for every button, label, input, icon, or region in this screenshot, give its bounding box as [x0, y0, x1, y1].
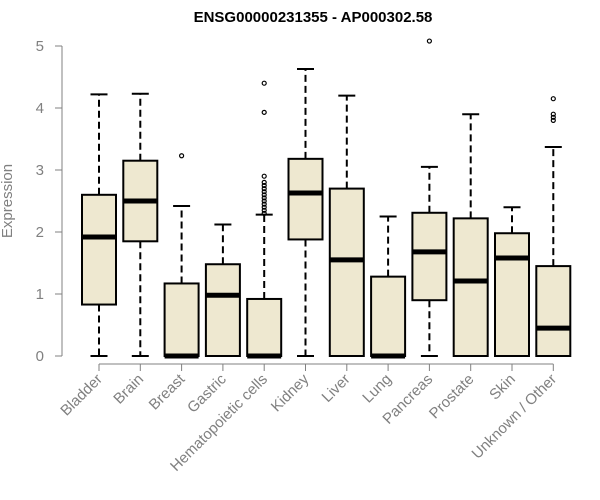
outlier-point — [550, 96, 556, 102]
outlier-point — [550, 111, 556, 117]
outlier-point — [261, 198, 267, 204]
box-iqr — [370, 275, 407, 358]
box-hematopoietic-cells — [246, 80, 283, 359]
outlier-point — [261, 189, 267, 195]
outlier-point — [261, 210, 267, 216]
y-axis: 0 1 2 3 4 5 — [36, 38, 63, 365]
outlier-point — [261, 207, 267, 213]
box-iqr — [411, 211, 448, 302]
y-tick-label: 4 — [36, 100, 44, 117]
outlier-point — [261, 109, 267, 115]
x-tick-label: Brain — [110, 371, 147, 408]
outlier-point — [261, 80, 267, 86]
y-tick-label: 2 — [36, 224, 44, 241]
x-tick-label: Bladder — [57, 371, 106, 420]
y-tick-label: 0 — [36, 348, 44, 365]
outlier-point — [261, 173, 267, 179]
box-iqr — [163, 282, 200, 357]
outlier-point — [550, 114, 556, 120]
box-pancreas — [411, 38, 448, 357]
x-tick-label: Skin — [486, 371, 519, 404]
box-iqr — [246, 297, 283, 357]
x-tick-label: Lung — [359, 371, 395, 407]
y-axis-label: Expression — [0, 164, 16, 238]
boxes-group — [81, 38, 572, 359]
box-prostate — [452, 113, 489, 357]
box-iqr — [81, 193, 117, 306]
outlier-point — [426, 38, 432, 44]
box-iqr — [535, 265, 572, 358]
outlier-point — [550, 117, 556, 124]
chart-title: ENSG00000231355 - AP000302.58 — [194, 9, 433, 26]
outlier-point — [261, 192, 267, 198]
y-tick-label: 1 — [36, 286, 44, 303]
box-kidney — [287, 67, 324, 357]
box-gastric — [204, 223, 241, 357]
x-tick-label: Liver — [319, 371, 354, 406]
box-brain — [122, 92, 159, 357]
box-skin — [494, 206, 530, 358]
outlier-point — [261, 186, 267, 192]
x-tick-label: Prostate — [426, 371, 478, 423]
x-tick-label: Kidney — [268, 370, 313, 415]
box-iqr — [328, 187, 365, 357]
box-breast — [163, 153, 200, 359]
box-iqr — [494, 232, 530, 358]
outlier-point — [261, 201, 267, 207]
box-iqr — [204, 263, 241, 357]
outlier-point — [179, 153, 185, 159]
outlier-point — [261, 204, 267, 210]
y-tick-label: 3 — [36, 162, 44, 179]
box-liver — [328, 94, 365, 357]
box-bladder — [81, 93, 117, 357]
box-iqr — [452, 217, 489, 357]
outlier-point — [261, 179, 267, 185]
outlier-point — [261, 195, 267, 201]
box-unknown-other — [535, 96, 572, 358]
outlier-point — [261, 182, 267, 189]
x-tick-label: Breast — [146, 370, 189, 413]
box-iqr — [287, 157, 324, 241]
y-tick-label: 5 — [36, 38, 44, 55]
box-lung — [370, 215, 407, 359]
